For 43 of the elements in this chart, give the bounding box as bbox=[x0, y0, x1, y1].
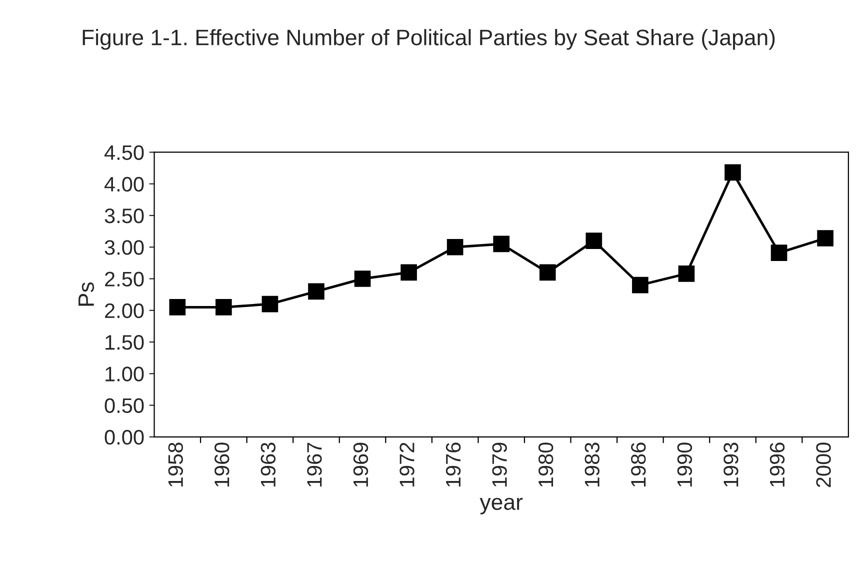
x-tick-label: 1986 bbox=[631, 442, 646, 487]
y-tick-label: 4.50 bbox=[104, 145, 144, 160]
point bbox=[493, 236, 510, 252]
point bbox=[817, 230, 834, 246]
point bbox=[400, 264, 417, 281]
x-tick-label: 1963 bbox=[260, 442, 276, 487]
point bbox=[216, 299, 232, 316]
point bbox=[632, 276, 648, 294]
x-tick-label: 1980 bbox=[538, 442, 554, 487]
x-tick-label: 1996 bbox=[770, 442, 785, 487]
point bbox=[262, 296, 278, 312]
y-tick-label: 1.50 bbox=[106, 335, 144, 350]
x-tick-label: 1976 bbox=[446, 442, 461, 487]
x-tick-label: 2000 bbox=[816, 442, 831, 488]
x-tick-label: 1972 bbox=[400, 442, 414, 487]
y-tick-label: 1.00 bbox=[106, 366, 144, 382]
x-tick-label: 1979 bbox=[492, 442, 507, 487]
y-tick-label: 3.50 bbox=[104, 208, 144, 224]
point bbox=[586, 232, 602, 249]
y-tick-label: 2.00 bbox=[105, 303, 144, 318]
chart-title: Figure 1-1. Effective Number of Political Parties by Seat Share (Japan) bbox=[82, 29, 775, 50]
y-tick-label: 3.00 bbox=[104, 240, 144, 255]
x-tick-label: 1958 bbox=[168, 442, 183, 487]
point bbox=[539, 264, 556, 281]
y-tick-label: 0.50 bbox=[104, 398, 144, 414]
point bbox=[724, 164, 741, 181]
x-tick-label: 1969 bbox=[353, 442, 368, 487]
x-tick-label: 1960 bbox=[214, 442, 230, 487]
x-tick-label: 1993 bbox=[724, 442, 738, 487]
y-tick-label: 4.00 bbox=[104, 176, 144, 192]
point bbox=[678, 266, 695, 282]
point bbox=[354, 270, 371, 287]
point bbox=[169, 299, 186, 316]
x-tick-label: 1983 bbox=[584, 442, 600, 487]
x-tick-label: 1967 bbox=[307, 442, 322, 487]
x-axis-title: year bbox=[480, 498, 523, 514]
point bbox=[308, 283, 324, 300]
y-tick-label: 0.00 bbox=[104, 430, 144, 445]
point bbox=[446, 238, 464, 256]
x-tick-label: 1990 bbox=[677, 442, 692, 487]
y-tick-label: 2.50 bbox=[105, 272, 144, 287]
point bbox=[770, 244, 788, 261]
y-axis-title: Ps bbox=[78, 282, 94, 306]
